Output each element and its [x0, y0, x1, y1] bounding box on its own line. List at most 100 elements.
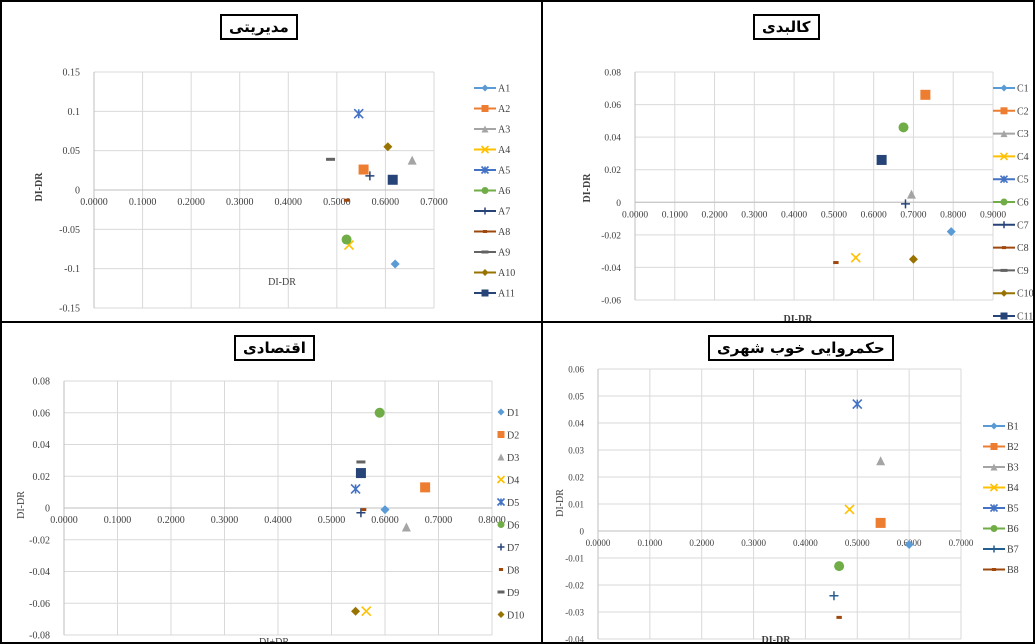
x-tick-label: 0.6000: [861, 210, 887, 220]
legend-label: C7: [1017, 220, 1029, 231]
legend-label: D9: [507, 588, 519, 599]
chart-title: کالبدی: [753, 14, 820, 40]
legend-marker: [496, 497, 506, 507]
point-a5: [353, 108, 364, 119]
point-c3: [906, 189, 916, 199]
x-tick-label: 0.0000: [622, 210, 648, 220]
legend-marker: [482, 230, 488, 233]
chart-panel-eghtesadi: 0.08 0.06 0.04 0.02 0 -0.02 -0.04 -0.06 -0.08 0.0…: [0, 321, 543, 644]
legend-label: D7: [507, 543, 519, 554]
legend-label: A1: [498, 84, 510, 95]
legend-marker: [990, 545, 998, 553]
chart-title: حکمروایی خوب شهری: [708, 335, 894, 361]
x-axis-title: DI-DR: [762, 635, 792, 642]
legend-marker: [497, 431, 505, 438]
legend-marker: [1001, 246, 1007, 250]
x-tick-label: 0.0000: [50, 515, 78, 526]
x-tick-label: 0.3000: [741, 210, 767, 220]
point-d9: [356, 460, 366, 464]
y-tick-label: 0: [45, 504, 50, 515]
x-tick-label: 0.5000: [845, 538, 870, 548]
y-tick-label: 0.04: [33, 440, 51, 451]
legend-marker: [990, 422, 998, 430]
y-tick-label: 0.03: [568, 446, 584, 456]
point-d1: [380, 505, 390, 515]
point-c10: [908, 254, 918, 264]
legend-label: B7: [1007, 545, 1019, 556]
legend-marker: [990, 463, 998, 471]
legend-label: B2: [1007, 442, 1019, 453]
point-c11: [876, 154, 887, 165]
point-d5: [350, 483, 361, 495]
legend-label: A11: [498, 289, 515, 300]
y-tick-label: -0.04: [29, 567, 50, 578]
legend-marker: [497, 611, 505, 618]
legend-marker: [497, 590, 505, 594]
chart-title: مدیریتی: [220, 14, 298, 40]
y-tick-label: 0.08: [604, 69, 621, 79]
point-b4: [844, 504, 855, 515]
point-c7: [900, 199, 910, 209]
legend-label: D3: [507, 453, 519, 464]
legend-marker: [481, 105, 489, 112]
legend-label: C11: [1017, 312, 1033, 322]
point-d10: [351, 606, 361, 616]
point-b6: [834, 561, 845, 572]
legend-marker: [990, 443, 998, 450]
legend-label: A6: [498, 186, 510, 197]
chart-br: 0.06 0.05 0.04 0.03 0.02 0.01 0 -0.01 -0.02 -0.03…: [555, 365, 1019, 643]
y-tick-label: 0.01: [568, 500, 584, 510]
legend-label: D2: [507, 431, 519, 442]
point-c1: [946, 227, 956, 237]
legend-label: B5: [1007, 504, 1019, 515]
legend-marker: [1000, 84, 1008, 92]
y-tick-label: -0.06: [29, 599, 50, 610]
x-tick-label: 0.4000: [264, 515, 292, 526]
y-tick-label: -0.03: [565, 608, 584, 618]
legend-label: D5: [507, 498, 519, 509]
legend: D1 D2 D3 D4 D5 D6 D7 D8 D9 D10: [496, 408, 524, 622]
legend-marker: [1000, 198, 1008, 206]
legend-label: A7: [498, 207, 510, 218]
legend-marker: [481, 250, 489, 254]
chart-tl: 0.15 0.1 0.05 0 -0.05 -0.1 -0.15 0.0000 0.1000 0.…: [34, 68, 515, 315]
x-tick-label: 0.2000: [157, 515, 185, 526]
legend: A1 A2 A3 A4 A5 A6 A7 A8 A9 A10 A11: [474, 84, 515, 300]
legend-label: A2: [498, 104, 510, 115]
point-a3: [407, 155, 417, 165]
legend-label: C4: [1017, 152, 1029, 163]
y-tick-label: 0.02: [33, 472, 51, 483]
x-tick-label: 0.2000: [701, 210, 727, 220]
y-tick-label: 0.04: [568, 419, 584, 429]
y-tick-label: 0.02: [604, 166, 621, 176]
y-tick-label: 0.08: [33, 377, 51, 388]
x-tick-label: 0.1000: [129, 197, 157, 208]
y-tick-label: 0.02: [568, 473, 584, 483]
x-tick-label: 0.8000: [940, 210, 966, 220]
legend-marker: [990, 525, 998, 532]
legend-marker: [497, 521, 505, 528]
x-axis-title: DI-DR: [268, 277, 296, 288]
point-d8: [360, 508, 367, 512]
legend-marker: [481, 187, 489, 194]
legend: C1 C2 C3 C4 C5 C6 C7 C8 C9 C10 C11: [993, 84, 1033, 322]
legend-label: D1: [507, 408, 519, 419]
point-a8: [343, 198, 350, 202]
point-b7: [829, 591, 839, 601]
legend-label: A5: [498, 166, 510, 177]
legend-marker: [497, 453, 505, 461]
x-tick-label: 0.3000: [211, 515, 239, 526]
chart-title: اقتصادی: [234, 335, 315, 361]
legend-label: B1: [1007, 422, 1019, 433]
legend-marker: [497, 543, 505, 551]
legend-marker: [1000, 221, 1008, 229]
legend-label: A8: [498, 227, 510, 238]
x-tick-label: 0.7000: [900, 210, 926, 220]
point-a11: [387, 174, 398, 185]
chart-panel-modiriati: 0.15 0.1 0.05 0 -0.05 -0.1 -0.15 0.0000 0.1000 0.…: [0, 0, 543, 323]
y-tick-label: 0.04: [604, 134, 621, 144]
x-tick-label: 0.5000: [318, 515, 346, 526]
x-tick-label: 0.5000: [821, 210, 847, 220]
point-c8: [833, 261, 839, 265]
y-tick-label: 0.06: [568, 365, 584, 375]
